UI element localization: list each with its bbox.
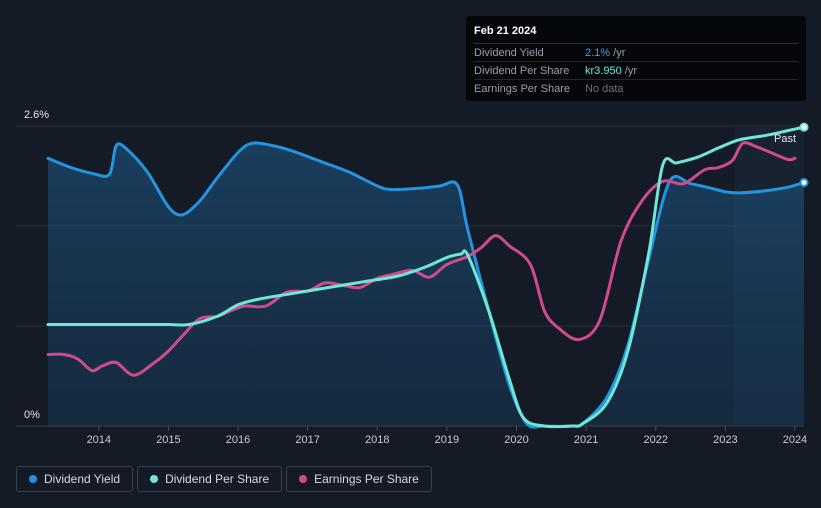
legend-earnings-per-share[interactable]: Earnings Per Share (286, 466, 432, 492)
dividend-yield-end-marker (799, 178, 809, 188)
legend-label: Dividend Yield (44, 472, 121, 486)
tooltip-value: 2.1% (585, 46, 611, 59)
series-layer (46, 122, 809, 429)
tooltip-label: Dividend Per Share (474, 64, 570, 77)
x-tick-label: 2018 (365, 434, 389, 446)
x-tick-label: 2019 (435, 434, 459, 446)
legend-dot-icon (29, 475, 37, 483)
legend-dividend-yield[interactable]: Dividend Yield (16, 466, 134, 492)
chart-tooltip: Feb 21 2024 Dividend Yield 2.1% /yr Divi… (466, 16, 806, 101)
tooltip-date: Feb 21 2024 (474, 22, 798, 44)
tooltip-row-dividend-yield: Dividend Yield 2.1% /yr (474, 44, 798, 62)
y-axis-top-label: 2.6% (24, 109, 49, 121)
x-tick-label: 2021 (574, 434, 598, 446)
dividend-per-share-line (46, 125, 806, 429)
x-tick-label: 2017 (295, 434, 319, 446)
x-tick-label: 2015 (156, 434, 180, 446)
chart-legend: Dividend Yield Dividend Per Share Earnin… (16, 466, 432, 492)
tooltip-row-dividend-per-share: Dividend Per Share kr3.950 /yr (474, 62, 798, 80)
dividend-yield-line (46, 141, 806, 429)
legend-label: Earnings Per Share (314, 472, 419, 486)
past-label: Past (774, 133, 796, 145)
tooltip-unit: /yr (610, 46, 626, 59)
y-axis-bottom-label: 0% (24, 409, 40, 421)
tooltip-label: Dividend Yield (474, 46, 544, 59)
x-tick-label: 2016 (226, 434, 250, 446)
legend-label: Dividend Per Share (165, 472, 270, 486)
x-axis-ticks: 2014 2015 2016 2017 2018 2019 2020 2021 2022 2023… (87, 426, 807, 446)
legend-dividend-per-share[interactable]: Dividend Per Share (137, 466, 283, 492)
x-tick-label: 2014 (87, 434, 111, 446)
x-tick-label: 2023 (713, 434, 737, 446)
x-tick-label: 2020 (504, 434, 528, 446)
legend-dot-icon (299, 475, 308, 483)
tooltip-value: kr3.950 (585, 64, 622, 77)
tooltip-row-earnings-per-share: Earnings Per Share No data (474, 80, 798, 97)
dividend-yield-area (48, 142, 804, 428)
earnings-per-share-line (46, 141, 797, 377)
x-tick-label: 2024 (783, 434, 807, 446)
dividend-per-share-end-marker (799, 122, 809, 132)
tooltip-unit: /yr (621, 64, 637, 77)
x-tick-label: 2022 (643, 434, 667, 446)
tooltip-value: No data (585, 82, 624, 95)
tooltip-label: Earnings Per Share (474, 82, 570, 95)
legend-dot-icon (150, 475, 159, 483)
